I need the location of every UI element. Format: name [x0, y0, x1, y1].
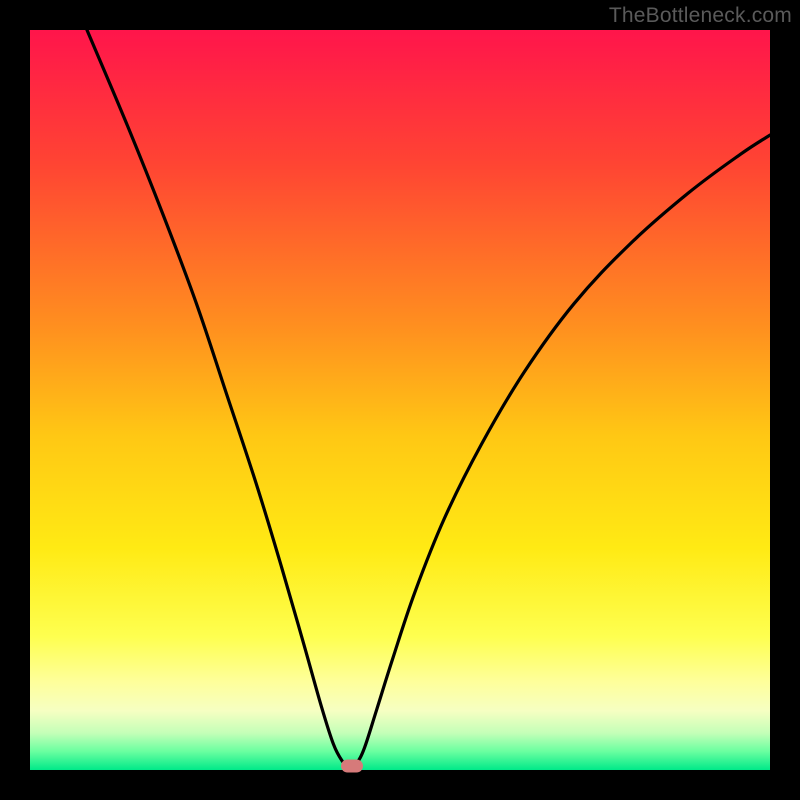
bottleneck-curve	[87, 30, 770, 766]
curve-layer	[30, 30, 770, 770]
plot-area	[30, 30, 770, 770]
watermark-text: TheBottleneck.com	[609, 4, 792, 28]
minimum-marker	[341, 759, 363, 772]
chart-container: TheBottleneck.com	[0, 0, 800, 800]
